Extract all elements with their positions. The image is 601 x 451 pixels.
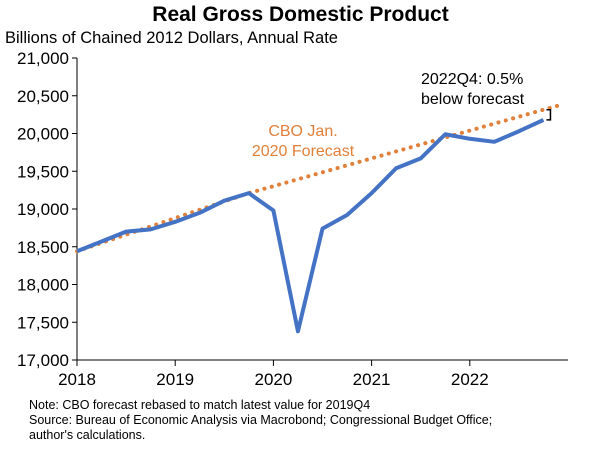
y-tick-label: 19,500	[17, 162, 69, 181]
y-tick-label: 20,000	[17, 125, 69, 144]
chart-title: Real Gross Domestic Product	[152, 3, 449, 26]
footnote-source-2: author's calculations.	[29, 428, 146, 442]
forecast-annotation: CBO Jan. 2020 Forecast	[228, 122, 378, 162]
y-tick-label: 18,500	[17, 238, 69, 257]
footnote-note: Note: CBO forecast rebased to match late…	[29, 398, 371, 412]
x-tick-label: 2021	[353, 370, 391, 389]
y-tick-label: 21,000	[17, 49, 69, 68]
y-tick-label: 18,000	[17, 276, 69, 295]
chart-subtitle: Billions of Chained 2012 Dollars, Annual…	[5, 29, 338, 47]
gap-bracket	[546, 108, 552, 121]
actual-series-line	[76, 118, 545, 334]
gap-annotation-line1: 2022Q4: 0.5%	[421, 71, 524, 88]
forecast-annotation-line2: 2020 Forecast	[251, 143, 355, 160]
y-tick-label: 17,500	[17, 313, 69, 332]
x-tick-label: 2020	[254, 370, 292, 389]
y-tick-label: 19,000	[17, 200, 69, 219]
x-tick-label: 2018	[58, 370, 96, 389]
forecast-annotation-line1: CBO Jan.	[268, 123, 338, 140]
x-tick-label: 2022	[451, 370, 489, 389]
y-tick-label: 17,000	[17, 351, 69, 370]
footnote-source-1: Source: Bureau of Economic Analysis via …	[29, 413, 493, 427]
footnote: Note: CBO forecast rebased to match late…	[29, 398, 492, 443]
x-tick-label: 2019	[156, 370, 194, 389]
gap-annotation-line2: below forecast	[421, 91, 525, 108]
gap-annotation: 2022Q4: 0.5% below forecast	[421, 70, 524, 110]
y-tick-label: 20,500	[17, 87, 69, 106]
